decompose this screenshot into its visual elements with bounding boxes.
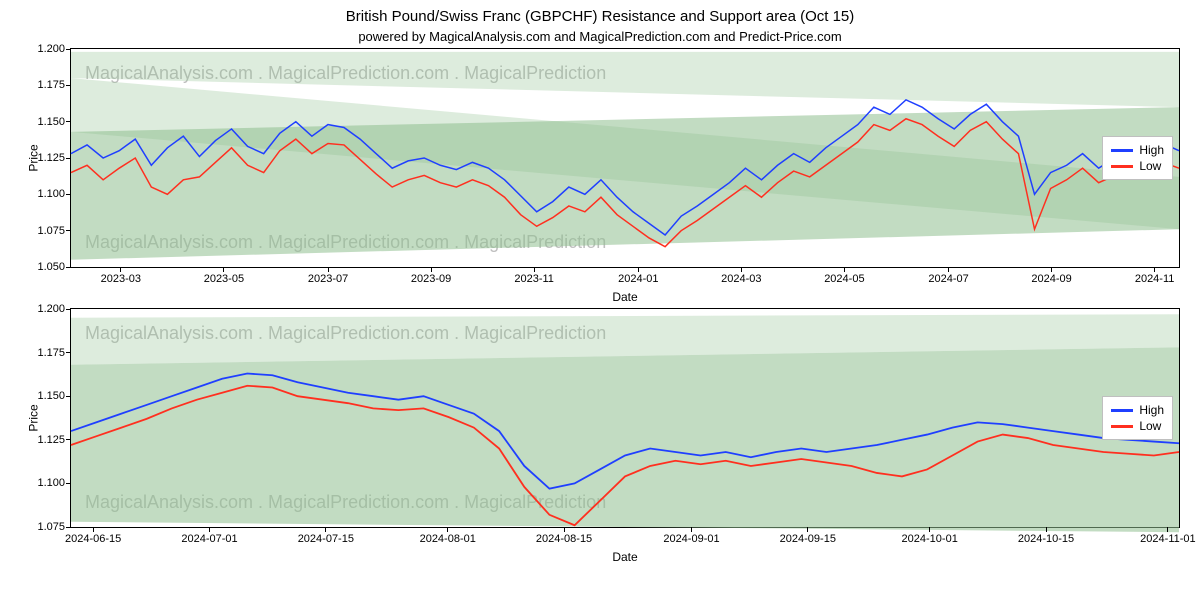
y-tick-label: 1.175 bbox=[25, 347, 65, 359]
legend-label-low: Low bbox=[1139, 159, 1161, 173]
legend-item-low: Low bbox=[1111, 419, 1164, 433]
x-tick-label: 2024-09-15 bbox=[780, 533, 836, 545]
x-tick-label: 2024-07-01 bbox=[181, 533, 237, 545]
y-tick-label: 1.100 bbox=[25, 188, 65, 200]
x-tick-label: 2023-07 bbox=[308, 273, 348, 285]
series-svg bbox=[71, 49, 1179, 267]
x-tick-label: 2024-07-15 bbox=[298, 533, 354, 545]
x-tick-label: 2024-11-01 bbox=[1140, 533, 1195, 545]
x-tick-label: 2024-05 bbox=[824, 273, 864, 285]
x-tick-label: 2024-09 bbox=[1031, 273, 1071, 285]
legend-label-high: High bbox=[1139, 143, 1164, 157]
x-tick-label: 2023-03 bbox=[101, 273, 141, 285]
x-axis-label: Date bbox=[612, 290, 637, 304]
x-tick-label: 2023-11 bbox=[514, 273, 554, 285]
x-tick-label: 2024-01 bbox=[618, 273, 658, 285]
y-tick-label: 1.125 bbox=[25, 152, 65, 164]
x-tick-label: 2024-07 bbox=[928, 273, 968, 285]
x-tick-label: 2024-11 bbox=[1135, 273, 1175, 285]
legend: High Low bbox=[1102, 396, 1173, 440]
x-tick-label: 2024-08-15 bbox=[536, 533, 592, 545]
y-tick-label: 1.125 bbox=[25, 434, 65, 446]
x-tick-label: 2024-03 bbox=[721, 273, 761, 285]
y-tick-label: 1.200 bbox=[25, 303, 65, 315]
y-tick-label: 1.150 bbox=[25, 390, 65, 402]
legend-label-high: High bbox=[1139, 403, 1164, 417]
x-axis-label: Date bbox=[612, 550, 637, 564]
x-tick-label: 2024-10-15 bbox=[1018, 533, 1074, 545]
plot-area-bottom: MagicalAnalysis.com . MagicalPrediction.… bbox=[70, 308, 1180, 528]
y-tick-label: 1.075 bbox=[25, 521, 65, 533]
chart-bottom: Price Date MagicalAnalysis.com . Magical… bbox=[70, 308, 1180, 528]
x-tick-label: 2023-09 bbox=[411, 273, 451, 285]
x-tick-label: 2024-08-01 bbox=[420, 533, 476, 545]
x-tick-label: 2024-10-01 bbox=[902, 533, 958, 545]
legend-item-low: Low bbox=[1111, 159, 1164, 173]
legend-swatch-low bbox=[1111, 425, 1133, 428]
x-tick-label: 2024-09-01 bbox=[663, 533, 719, 545]
series-svg bbox=[71, 309, 1179, 527]
y-tick-label: 1.100 bbox=[25, 477, 65, 489]
chart-subtitle: powered by MagicalAnalysis.com and Magic… bbox=[0, 25, 1200, 48]
legend-item-high: High bbox=[1111, 403, 1164, 417]
legend-swatch-high bbox=[1111, 409, 1133, 412]
legend-swatch-high bbox=[1111, 149, 1133, 152]
x-tick-label: 2023-05 bbox=[204, 273, 244, 285]
legend-swatch-low bbox=[1111, 165, 1133, 168]
legend: High Low bbox=[1102, 136, 1173, 180]
chart-title: British Pound/Swiss Franc (GBPCHF) Resis… bbox=[0, 0, 1200, 25]
y-tick-label: 1.150 bbox=[25, 116, 65, 128]
chart-top: Price Date MagicalAnalysis.com . Magical… bbox=[70, 48, 1180, 268]
y-tick-label: 1.075 bbox=[25, 225, 65, 237]
y-tick-label: 1.175 bbox=[25, 79, 65, 91]
legend-item-high: High bbox=[1111, 143, 1164, 157]
y-axis-label: Price bbox=[27, 404, 41, 431]
legend-label-low: Low bbox=[1139, 419, 1161, 433]
x-tick-label: 2024-06-15 bbox=[65, 533, 121, 545]
y-tick-label: 1.050 bbox=[25, 261, 65, 273]
plot-area-top: MagicalAnalysis.com . MagicalPrediction.… bbox=[70, 48, 1180, 268]
y-tick-label: 1.200 bbox=[25, 43, 65, 55]
